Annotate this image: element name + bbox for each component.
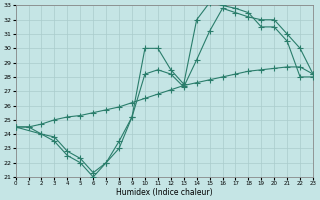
X-axis label: Humidex (Indice chaleur): Humidex (Indice chaleur) xyxy=(116,188,213,197)
